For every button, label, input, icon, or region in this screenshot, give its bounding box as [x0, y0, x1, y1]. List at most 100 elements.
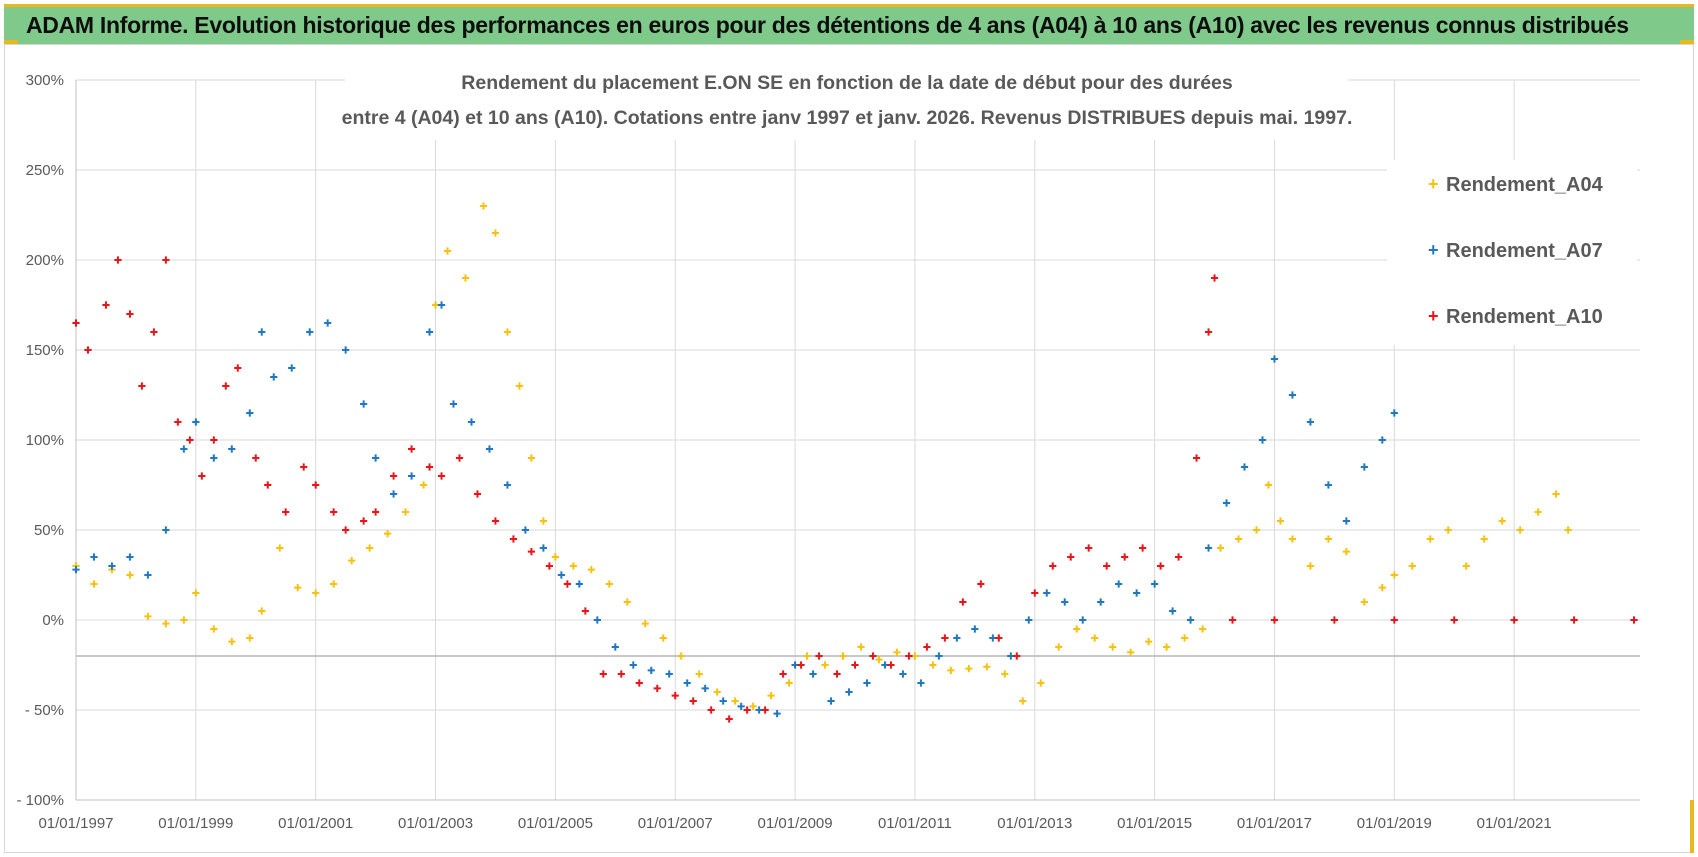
data-point: [1103, 562, 1111, 570]
data-point: [389, 490, 398, 498]
data-point: [1234, 535, 1243, 543]
data-point: [407, 445, 416, 453]
corner-accent-bottom-right: [1690, 800, 1694, 853]
data-point: [437, 301, 446, 309]
data-point: [719, 697, 727, 705]
chart-title-line-2: entre 4 (A04) et 10 ans (A10). Cotations…: [342, 107, 1353, 129]
data-point: [509, 535, 518, 543]
data-point: [258, 607, 266, 615]
data-point: [839, 652, 847, 660]
data-point: [575, 580, 583, 588]
data-point: [425, 463, 434, 471]
data-point: [917, 679, 925, 687]
corner-accent-left: [4, 40, 18, 44]
data-point: [539, 517, 548, 525]
data-point: [1204, 328, 1213, 336]
data-point: [1252, 526, 1261, 534]
data-point: [527, 454, 536, 462]
legend: + Rendement_A04 + Rendement_A07 + Rendem…: [1387, 160, 1637, 345]
series-Rendement_A04: [72, 202, 1572, 710]
data-point: [455, 454, 464, 462]
data-point: [491, 229, 500, 237]
data-point: [1127, 648, 1135, 656]
data-point: [1210, 274, 1219, 282]
data-point: [1258, 436, 1267, 444]
data-point: [653, 684, 661, 692]
data-point: [192, 418, 200, 426]
data-point: [401, 508, 410, 516]
data-point: [503, 328, 512, 336]
data-point: [228, 638, 236, 646]
legend-item-a10: + Rendement_A10: [1428, 306, 1603, 328]
data-point: [605, 580, 613, 588]
data-point: [893, 648, 901, 656]
data-point: [1288, 391, 1297, 399]
data-point: [521, 526, 530, 534]
data-point: [1157, 562, 1165, 570]
data-point: [587, 566, 595, 574]
data-point: [695, 670, 703, 678]
data-point: [264, 481, 272, 489]
y-tick-label: 250%: [26, 162, 64, 179]
data-point: [1342, 548, 1350, 556]
data-point: [1097, 598, 1105, 606]
data-point: [228, 445, 236, 453]
data-point: [342, 526, 350, 534]
data-point: [875, 656, 883, 664]
x-tick-label: 01/01/2007: [638, 815, 713, 832]
y-tick-label: 50%: [34, 522, 64, 539]
data-point: [90, 553, 98, 561]
data-point: [827, 697, 835, 705]
data-point: [366, 544, 374, 552]
data-point: [180, 445, 188, 453]
data-point: [1480, 535, 1488, 543]
legend-item-a07: + Rendement_A07: [1428, 240, 1603, 262]
data-point: [941, 634, 949, 642]
data-point: [1049, 562, 1057, 570]
data-point: [1306, 418, 1315, 426]
data-point: [545, 562, 553, 570]
data-point: [360, 400, 368, 408]
y-tick-label: 0%: [42, 612, 64, 629]
data-point: [689, 697, 697, 705]
data-point: [330, 508, 338, 516]
data-point: [1121, 553, 1129, 561]
y-tick-label: 150%: [26, 342, 64, 359]
data-point: [372, 508, 380, 516]
data-point: [300, 463, 308, 471]
data-point: [1330, 616, 1338, 624]
data-point: [731, 697, 739, 705]
data-point: [617, 670, 625, 678]
data-point: [384, 530, 392, 538]
data-point: [312, 589, 320, 597]
data-point: [84, 346, 92, 354]
data-point: [593, 616, 601, 624]
data-point: [479, 202, 488, 210]
data-point: [773, 710, 781, 718]
legend-item-a04: + Rendement_A04: [1428, 174, 1604, 196]
data-point: [1324, 535, 1332, 543]
data-point: [1216, 544, 1225, 552]
legend-label-a04: Rendement_A04: [1446, 174, 1604, 196]
data-point: [809, 670, 817, 678]
data-point: [461, 274, 470, 282]
data-point: [1342, 517, 1350, 525]
data-point: [144, 612, 152, 620]
data-point: [779, 670, 787, 678]
series-Rendement_A07: [72, 301, 1398, 718]
data-point: [647, 666, 655, 674]
data-point: [150, 328, 158, 336]
data-point: [1085, 544, 1093, 552]
data-point: [1498, 517, 1506, 525]
data-point: [905, 652, 913, 660]
data-point: [785, 679, 793, 687]
data-point: [749, 702, 757, 710]
data-point: [1552, 490, 1560, 498]
data-point: [851, 661, 859, 669]
data-point: [935, 652, 943, 660]
data-point: [270, 373, 278, 381]
corner-accent-right: [1680, 40, 1694, 44]
data-point: [72, 319, 80, 327]
data-point: [372, 454, 380, 462]
data-point: [671, 692, 679, 700]
